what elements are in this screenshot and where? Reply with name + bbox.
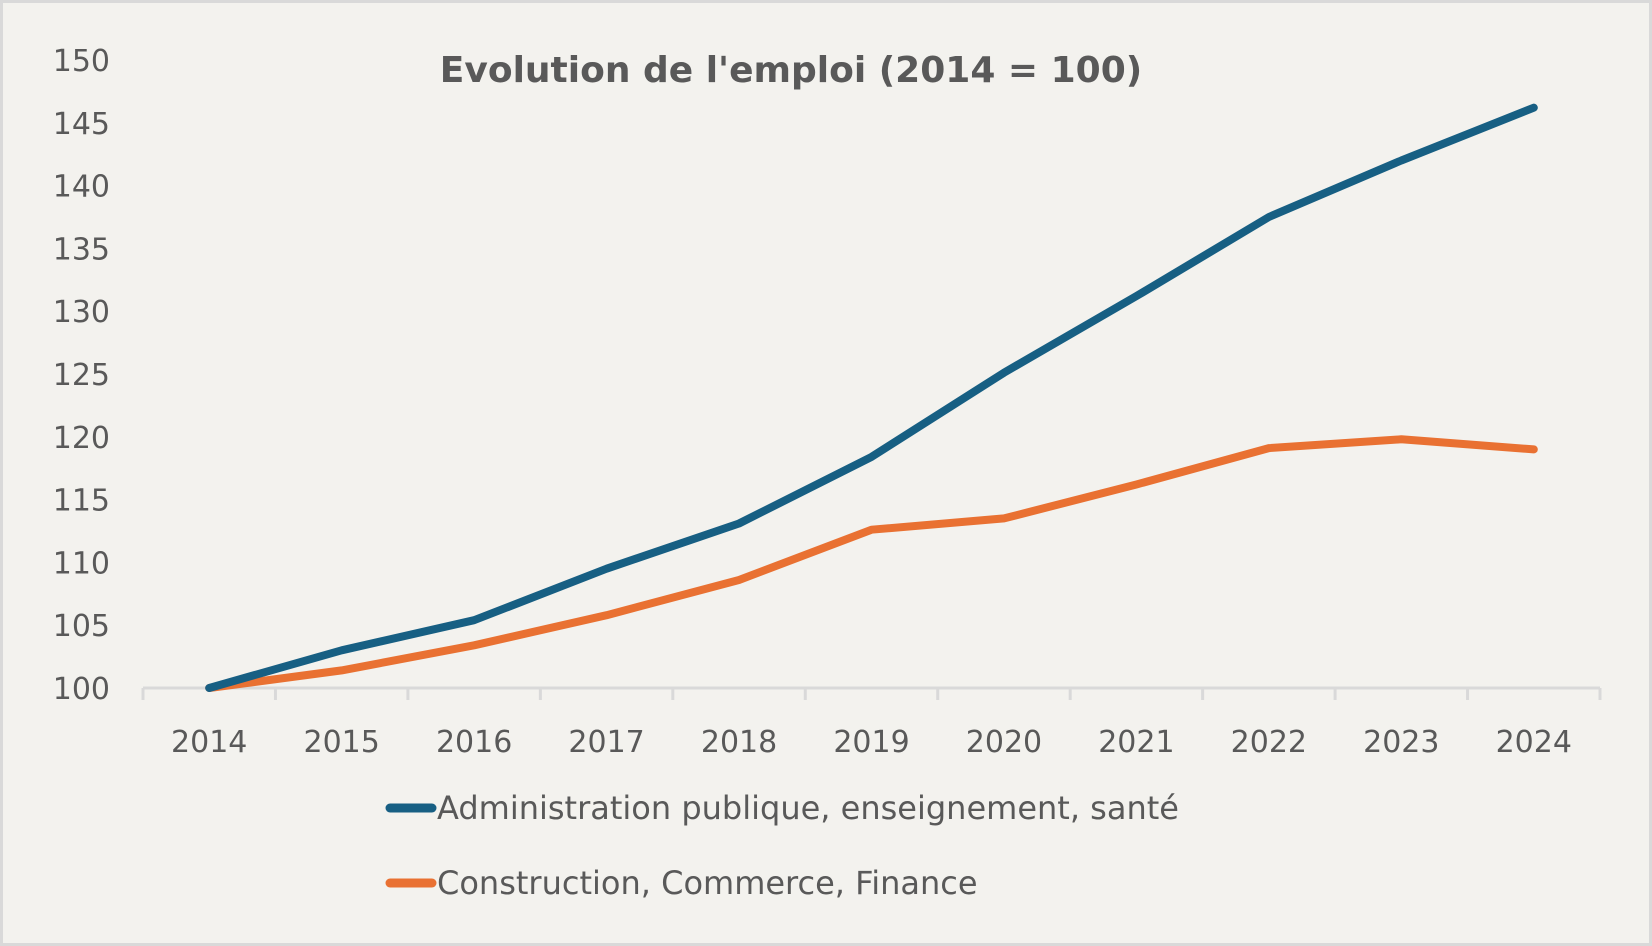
x-tick-label: 2018	[701, 725, 777, 760]
x-tick-label: 2021	[1098, 725, 1174, 760]
y-tick-label: 120	[53, 421, 110, 456]
plot-area	[205, 103, 1538, 692]
series-line-public-admin	[205, 103, 1538, 692]
x-tick-label: 2017	[568, 725, 644, 760]
y-tick-label: 105	[53, 609, 110, 644]
x-tick-label: 2024	[1496, 725, 1572, 760]
y-tick-label: 115	[53, 484, 110, 519]
y-tick-label: 150	[53, 44, 110, 79]
y-tick-label: 140	[53, 170, 110, 205]
x-tick-label: 2023	[1363, 725, 1439, 760]
legend-item-construction[interactable]: Construction, Commerce, Finance	[385, 864, 978, 902]
legend: Administration publique, enseignement, s…	[385, 789, 1179, 902]
y-tick-label: 145	[53, 107, 110, 142]
y-tick-label: 135	[53, 232, 110, 267]
legend-label-construction: Construction, Commerce, Finance	[437, 864, 978, 902]
x-tick-label: 2019	[833, 725, 909, 760]
x-axis: 2014 2015 2016 2017 2018 2019 2020 2021 2022 2023…	[141, 686, 1602, 760]
y-tick-label: 130	[53, 295, 110, 330]
y-tick-label: 100	[53, 672, 110, 707]
y-axis: 100 105 110 115 120 125 130 135 140 145 150	[53, 44, 110, 707]
x-tick-label: 2016	[436, 725, 512, 760]
series-line-construction	[205, 435, 1538, 692]
legend-label-public-admin: Administration publique, enseignement, s…	[437, 789, 1179, 827]
legend-item-public-admin[interactable]: Administration publique, enseignement, s…	[385, 789, 1179, 827]
y-tick-label: 110	[53, 546, 110, 581]
x-tick-label: 2022	[1231, 725, 1307, 760]
chart-title: Evolution de l'emploi (2014 = 100)	[440, 50, 1142, 91]
x-tick-label: 2015	[304, 725, 380, 760]
x-tick-label: 2020	[966, 725, 1042, 760]
x-tick-label: 2014	[171, 725, 247, 760]
y-tick-label: 125	[53, 358, 110, 393]
